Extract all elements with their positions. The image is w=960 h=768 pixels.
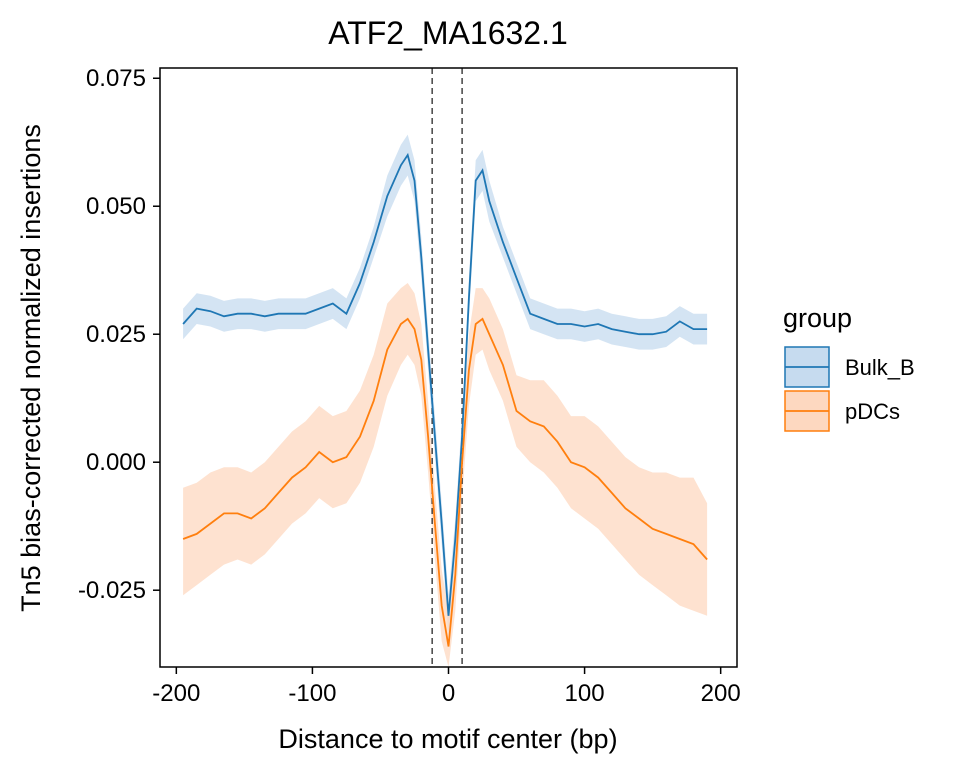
y-tick-label: -0.025 (78, 577, 146, 604)
ribbon-pdcs (183, 283, 708, 667)
x-tick-label: 0 (442, 680, 455, 707)
y-axis: -0.025 0.000 0.025 0.050 0.075 (78, 65, 160, 604)
legend-item-bulk-b: Bulk_B (784, 346, 915, 388)
legend-item-pdcs: pDCs (784, 390, 900, 432)
y-axis-label: Tn5 bias-corrected normalized insertions (16, 124, 46, 612)
series-line-bulk-b (182, 152, 708, 616)
y-tick-label: 0.050 (86, 193, 146, 220)
series-line-pdcs (182, 317, 708, 647)
legend-title: group (783, 303, 852, 333)
y-tick-label: 0.000 (86, 449, 146, 476)
x-axis-label: Distance to motif center (bp) (278, 724, 617, 754)
chart-title: ATF2_MA1632.1 (328, 15, 568, 51)
legend-label-pdcs: pDCs (845, 399, 900, 424)
x-tick-label: -200 (152, 680, 200, 707)
x-tick-label: -100 (288, 680, 336, 707)
x-axis: -200 -100 0 100 200 (152, 667, 741, 707)
plot-area (159, 67, 738, 668)
x-tick-label: 200 (701, 680, 741, 707)
y-tick-label: 0.075 (86, 65, 146, 92)
legend: group Bulk_B pDCs (783, 303, 915, 432)
x-tick-label: 100 (565, 680, 605, 707)
y-tick-label: 0.025 (86, 321, 146, 348)
legend-label-bulk-b: Bulk_B (845, 355, 915, 380)
